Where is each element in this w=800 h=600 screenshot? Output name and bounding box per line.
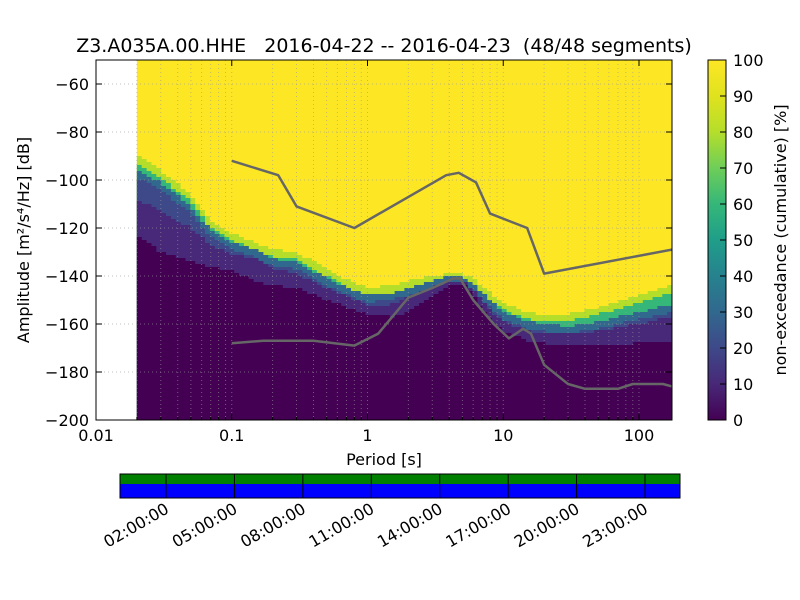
colorbar-tick-label: 60 bbox=[733, 195, 753, 214]
colorbar-tick-label: 70 bbox=[733, 159, 753, 178]
colorbar-tick-label: 100 bbox=[733, 51, 764, 70]
y-tick-label: −80 bbox=[55, 123, 89, 142]
chart-title: Z3.A035A.00.HHE 2016-04-22 -- 2016-04-23… bbox=[76, 35, 692, 57]
colorbar-tick-label: 90 bbox=[733, 87, 753, 106]
x-tick-label: 100 bbox=[624, 426, 655, 445]
colorbar-tick-label: 30 bbox=[733, 303, 753, 322]
x-tick-label: 1 bbox=[362, 426, 372, 445]
y-tick-label: −160 bbox=[45, 315, 89, 334]
colorbar-ticks: 0 10 20 30 40 50 60 70 80 90 100 bbox=[720, 51, 764, 430]
time-label: 14:00:00 bbox=[374, 499, 446, 551]
time-label: 20:00:00 bbox=[511, 499, 583, 551]
y-tick-label: −100 bbox=[45, 171, 89, 190]
heatmap bbox=[136, 60, 672, 420]
coverage-track-blue bbox=[120, 484, 680, 498]
x-axis: 0.01 0.1 1 10 100 bbox=[78, 60, 654, 445]
x-tick-label: 10 bbox=[493, 426, 513, 445]
x-tick-label: 0.1 bbox=[219, 426, 244, 445]
time-label: 05:00:00 bbox=[169, 499, 241, 551]
colorbar-tick-label: 80 bbox=[733, 123, 753, 142]
y-tick-label: −180 bbox=[45, 363, 89, 382]
heatmap-band-0 bbox=[136, 237, 672, 420]
timeline-frame bbox=[119, 473, 681, 499]
percentile-lines bbox=[231, 159, 672, 391]
x-axis-label: Period [s] bbox=[346, 450, 422, 469]
colorbar-tick-label: 40 bbox=[733, 267, 753, 286]
time-label: 23:00:00 bbox=[579, 499, 651, 551]
grid-lines bbox=[96, 60, 672, 420]
y-axis-label: Amplitude [m²/s⁴/Hz] [dB] bbox=[14, 137, 33, 343]
colorbar-tick-label: 10 bbox=[733, 375, 753, 394]
x-tick-label: 0.01 bbox=[78, 426, 114, 445]
time-label: 08:00:00 bbox=[237, 499, 309, 551]
time-label: 17:00:00 bbox=[442, 499, 514, 551]
colorbar-tick-label: 50 bbox=[733, 231, 753, 250]
colorbar-label: non-exceedance (cumulative) [%] bbox=[771, 104, 790, 375]
y-tick-label: −200 bbox=[45, 411, 89, 430]
y-tick-label: −120 bbox=[45, 219, 89, 238]
y-axis: −60 −80 −100 −120 −140 −160 −180 −200 bbox=[45, 75, 672, 430]
y-tick-label: −140 bbox=[45, 267, 89, 286]
colorbar-tick-label: 20 bbox=[733, 339, 753, 358]
coverage-track-green bbox=[120, 474, 680, 484]
y-tick-label: −60 bbox=[55, 75, 89, 94]
colorbar-tick-label: 0 bbox=[733, 411, 743, 430]
plot-area bbox=[95, 59, 673, 421]
plot-frame bbox=[95, 59, 673, 421]
lower-percentile-line bbox=[231, 277, 672, 391]
time-label: 11:00:00 bbox=[306, 499, 378, 551]
upper-percentile-line bbox=[231, 159, 672, 275]
time-label: 02:00:00 bbox=[100, 499, 172, 551]
colorbar: 0 10 20 30 40 50 60 70 80 90 100 non-exceedance (c… bbox=[707, 51, 790, 430]
timeline: 02:00:0005:00:0008:00:0011:00:0014:00:00… bbox=[100, 473, 681, 551]
colorbar-gradient bbox=[708, 60, 726, 420]
